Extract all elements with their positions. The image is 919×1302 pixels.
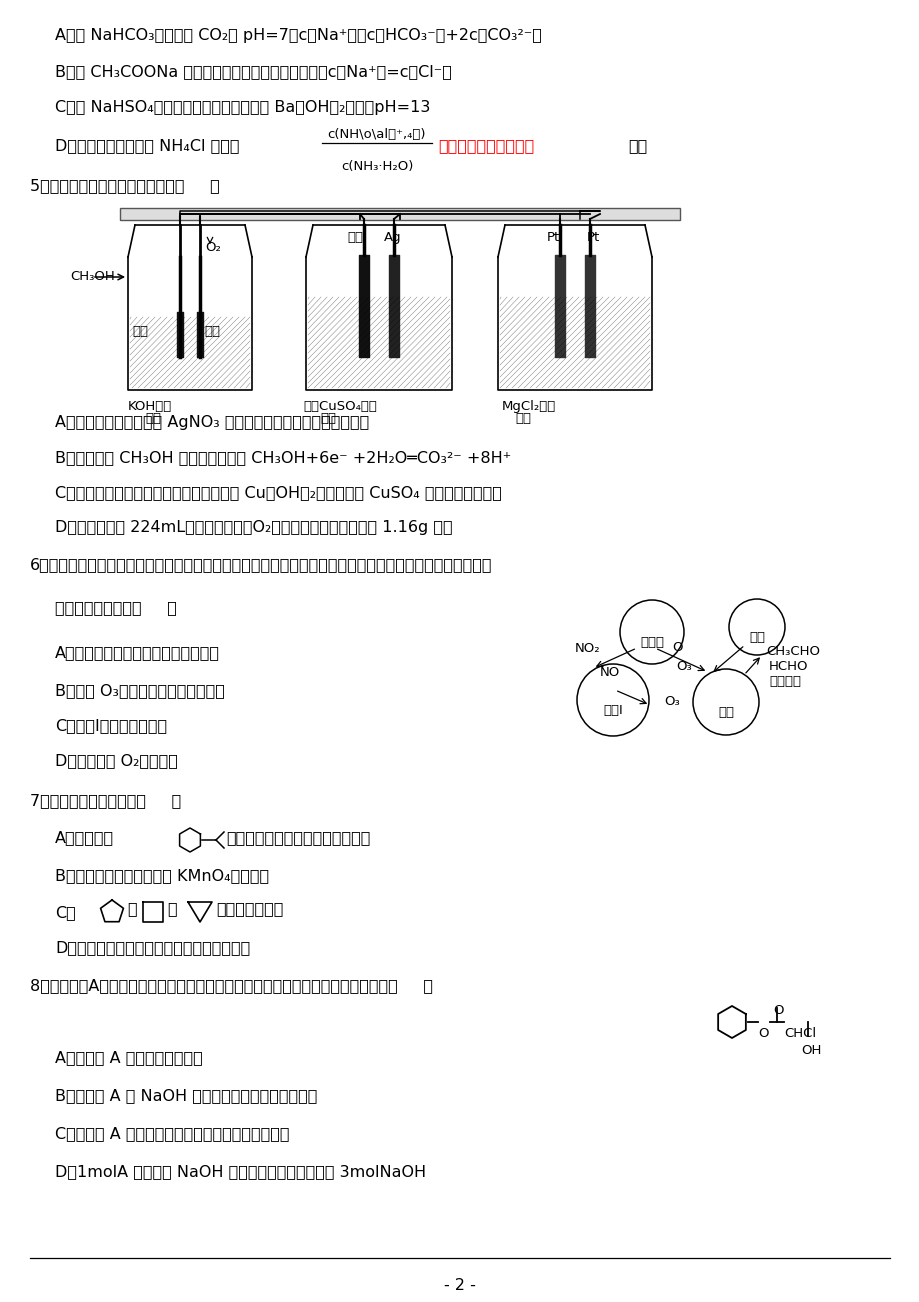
- Text: Pt: Pt: [586, 230, 599, 243]
- Text: 丙烯: 丙烯: [748, 631, 765, 644]
- Text: 丙池: 丙池: [515, 411, 530, 424]
- Text: A．有机物 A 属于芳香族化合物: A．有机物 A 属于芳香族化合物: [55, 1049, 202, 1065]
- Text: B．生成 O₃的反应属于氧化还原反应: B．生成 O₃的反应属于氧化还原反应: [55, 684, 224, 698]
- Text: 6．大气中氮氧化物和碳氢化合物受紫外线作用可产生二次污染物光化学烟雾，其中某些反应过程如图所示。: 6．大气中氮氧化物和碳氢化合物受紫外线作用可产生二次污染物光化学烟雾，其中某些反…: [30, 557, 492, 572]
- Text: O₃: O₃: [664, 695, 679, 708]
- Text: 反应I: 反应I: [603, 704, 622, 717]
- Text: OH: OH: [800, 1044, 821, 1057]
- Text: c(NH\o\al（⁺,₄）): c(NH\o\al（⁺,₄）): [327, 128, 425, 141]
- Text: 5．如图所示，下列说法正确的是（     ）: 5．如图所示，下列说法正确的是（ ）: [30, 178, 220, 193]
- Text: A．异丙苯（: A．异丙苯（: [55, 829, 114, 845]
- Text: HCHO: HCHO: [768, 660, 808, 673]
- Text: O₃: O₃: [675, 660, 691, 673]
- Text: CHCl: CHCl: [783, 1027, 815, 1040]
- Text: O: O: [757, 1027, 767, 1040]
- Text: C．向 NaHSO₄溶液中加入等浓度等体积的 Ba（OH）₂溶液：pH=13: C．向 NaHSO₄溶液中加入等浓度等体积的 Ba（OH）₂溶液：pH=13: [55, 100, 430, 115]
- Text: 甲池: 甲池: [145, 411, 161, 424]
- Text: - 2 -: - 2 -: [444, 1279, 475, 1293]
- Text: c(NH₃·H₂O): c(NH₃·H₂O): [340, 160, 413, 173]
- Text: ，: ，: [127, 901, 137, 917]
- Text: CH₃CHO: CH₃CHO: [766, 644, 819, 658]
- Text: 电极: 电极: [131, 326, 148, 339]
- Text: ）中所有碳原子都处于同一平面上: ）中所有碳原子都处于同一平面上: [226, 829, 370, 845]
- Text: 增大: 增大: [628, 138, 647, 154]
- Text: NO₂: NO₂: [574, 642, 600, 655]
- Text: D．向氨水中加入少量 NH₄Cl 固体：: D．向氨水中加入少量 NH₄Cl 固体：: [55, 138, 239, 154]
- Text: D．该过程中 O₂作催化剂: D．该过程中 O₂作催化剂: [55, 753, 177, 768]
- Text: 电极: 电极: [204, 326, 220, 339]
- Text: KOH溶液: KOH溶液: [128, 400, 172, 413]
- Text: C．有机物 A 和浓硫酸混合加热，可以发生消去反应: C．有机物 A 和浓硫酸混合加热，可以发生消去反应: [55, 1126, 289, 1141]
- FancyBboxPatch shape: [119, 208, 679, 220]
- Text: 错误！未找到引用源。: 错误！未找到引用源。: [437, 138, 534, 154]
- Text: A．向 NaHCO₃溶液中通 CO₂至 pH=7；c（Na⁺）＝c（HCO₃⁻）+2c（CO₃²⁻）: A．向 NaHCO₃溶液中通 CO₂至 pH=7；c（Na⁺）＝c（HCO₃⁻）…: [55, 29, 541, 43]
- Text: 氧气: 氧气: [717, 706, 733, 719]
- Text: CH₃OH: CH₃OH: [70, 270, 115, 283]
- Text: NO: NO: [599, 667, 619, 680]
- Text: MgCl₂溶液: MgCl₂溶液: [502, 400, 556, 413]
- Text: 互为同分异构体: 互为同分异构体: [216, 901, 283, 917]
- Text: 下列说法正确的是（     ）: 下列说法正确的是（ ）: [55, 600, 176, 615]
- Text: 石墨: 石墨: [346, 230, 363, 243]
- Text: Ag: Ag: [383, 230, 402, 243]
- Text: A．丙烯发生氧化反应生成甲醛和乙醛: A．丙烯发生氧化反应生成甲醛和乙醛: [55, 644, 220, 660]
- Text: （甲醛）: （甲醛）: [768, 674, 800, 687]
- Text: 紫外线: 紫外线: [640, 635, 664, 648]
- Text: 乙池: 乙池: [320, 411, 335, 424]
- Text: B．有机物 A 和 NaOH 的醇溶液共热可发生消去反应: B．有机物 A 和 NaOH 的醇溶液共热可发生消去反应: [55, 1088, 317, 1103]
- Text: 8．某有机物A是农药生产中的一种中间体，其结构简式如图，下列叙述不正确的是（     ）: 8．某有机物A是农药生产中的一种中间体，其结构简式如图，下列叙述不正确的是（ ）: [30, 978, 433, 993]
- Text: O: O: [772, 1004, 783, 1017]
- Text: 7．下列说法不正确的是（     ）: 7．下列说法不正确的是（ ）: [30, 793, 181, 809]
- Text: C．反应一段时间后，向乙池中加入一定量 Cu（OH）₂固体，能使 CuSO₄ 溶液恢复到原浓度: C．反应一段时间后，向乙池中加入一定量 Cu（OH）₂固体，能使 CuSO₄ 溶…: [55, 486, 502, 500]
- Text: C．: C．: [55, 905, 75, 921]
- Text: O₂: O₂: [205, 241, 221, 254]
- Text: D．甲池中消耗 224mL（标准状况下）O₂，此时丙池中理论上产生 1.16g 固体: D．甲池中消耗 224mL（标准状况下）O₂，此时丙池中理论上产生 1.16g …: [55, 519, 452, 535]
- Text: B．甲池通入 CH₃OH 的电极反应式为 CH₃OH+6e⁻ +2H₂O═CO₃²⁻ +8H⁺: B．甲池通入 CH₃OH 的电极反应式为 CH₃OH+6e⁻ +2H₂O═CO₃…: [55, 450, 511, 465]
- Text: D．1molA 和足量的 NaOH 溶液反应，最多可以消耗 3molNaOH: D．1molA 和足量的 NaOH 溶液反应，最多可以消耗 3molNaOH: [55, 1164, 425, 1180]
- Text: C．反应Ⅰ属于复分解反应: C．反应Ⅰ属于复分解反应: [55, 717, 167, 733]
- Text: Pt: Pt: [547, 230, 560, 243]
- Text: O: O: [671, 641, 682, 654]
- Text: A．若将乙池电解液换成 AgNO₃ 溶液，则可以实现在石墨棒上镀银: A．若将乙池电解液换成 AgNO₃ 溶液，则可以实现在石墨棒上镀银: [55, 415, 369, 430]
- Text: B．乙烯与乙醇都能使酸性 KMnO₄溶液褪色: B．乙烯与乙醇都能使酸性 KMnO₄溶液褪色: [55, 868, 269, 883]
- Text: 与: 与: [167, 901, 176, 917]
- Text: D．苯的硝化和乙酸的酯化反应都是取代反应: D．苯的硝化和乙酸的酯化反应都是取代反应: [55, 940, 250, 954]
- Text: 过量CuSO₄溶液: 过量CuSO₄溶液: [302, 400, 377, 413]
- Text: B．向 CH₃COONa 溶液中加入等浓度等体积的盐酸：c（Na⁺）=c（Cl⁻）: B．向 CH₃COONa 溶液中加入等浓度等体积的盐酸：c（Na⁺）=c（Cl⁻…: [55, 64, 451, 79]
